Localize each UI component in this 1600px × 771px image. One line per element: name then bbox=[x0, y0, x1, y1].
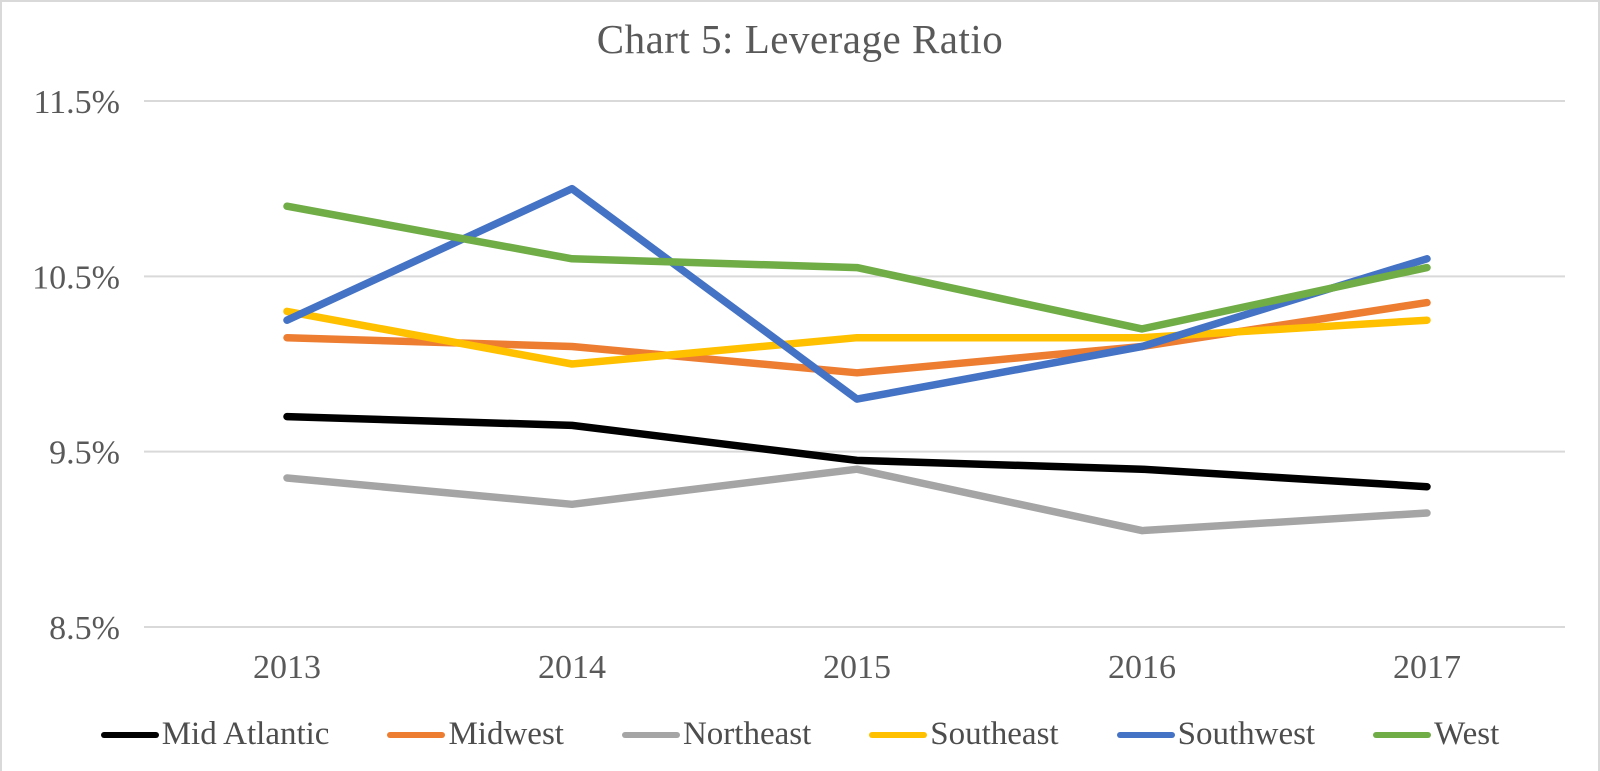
x-axis-tick-label: 2014 bbox=[538, 649, 606, 686]
y-axis-tick-label: 8.5% bbox=[49, 610, 120, 647]
legend-item-mid-atlantic: Mid Atlantic bbox=[100, 716, 330, 753]
legend-label: West bbox=[1434, 716, 1500, 752]
series-line-west bbox=[283, 202, 1431, 333]
legend-label: Southeast bbox=[930, 716, 1059, 752]
legend-item-southeast: Southeast bbox=[869, 716, 1059, 753]
legend-label: Midwest bbox=[448, 716, 564, 752]
legend-swatch-southwest bbox=[1116, 731, 1175, 738]
legend-swatch-west bbox=[1373, 731, 1432, 738]
legend-item-west: West bbox=[1373, 716, 1499, 753]
x-axis-tick-label: 2013 bbox=[253, 649, 321, 686]
legend-label: Mid Atlantic bbox=[161, 716, 330, 752]
series-line-mid-atlantic bbox=[283, 412, 1431, 491]
legend-item-northeast: Northeast bbox=[621, 716, 812, 753]
x-axis-tick-label: 2016 bbox=[1108, 649, 1176, 686]
x-axis-tick-label: 2017 bbox=[1393, 649, 1461, 686]
y-axis-tick-label: 9.5% bbox=[49, 435, 120, 472]
legend-swatch-mid-atlantic bbox=[100, 731, 159, 738]
legend: Mid Atlantic Midwest Northeast Southeast Sou… bbox=[2, 716, 1598, 753]
y-axis-tick-label: 10.5% bbox=[32, 259, 120, 296]
legend-item-midwest: Midwest bbox=[387, 716, 564, 753]
legend-swatch-southeast bbox=[869, 731, 928, 738]
y-axis-tick-label: 11.5% bbox=[33, 84, 120, 121]
x-axis-tick-label: 2015 bbox=[823, 649, 891, 686]
legend-label: Northeast bbox=[682, 716, 812, 752]
series-line-northeast bbox=[283, 465, 1431, 535]
legend-item-southwest: Southwest bbox=[1116, 716, 1316, 753]
series-line-southeast bbox=[283, 307, 1431, 368]
legend-swatch-northeast bbox=[621, 731, 680, 738]
legend-label: Southwest bbox=[1177, 716, 1316, 752]
legend-swatch-midwest bbox=[387, 731, 446, 738]
chart-title: Chart 5: Leverage Ratio bbox=[596, 16, 1004, 62]
series-line-southwest bbox=[283, 184, 1431, 403]
